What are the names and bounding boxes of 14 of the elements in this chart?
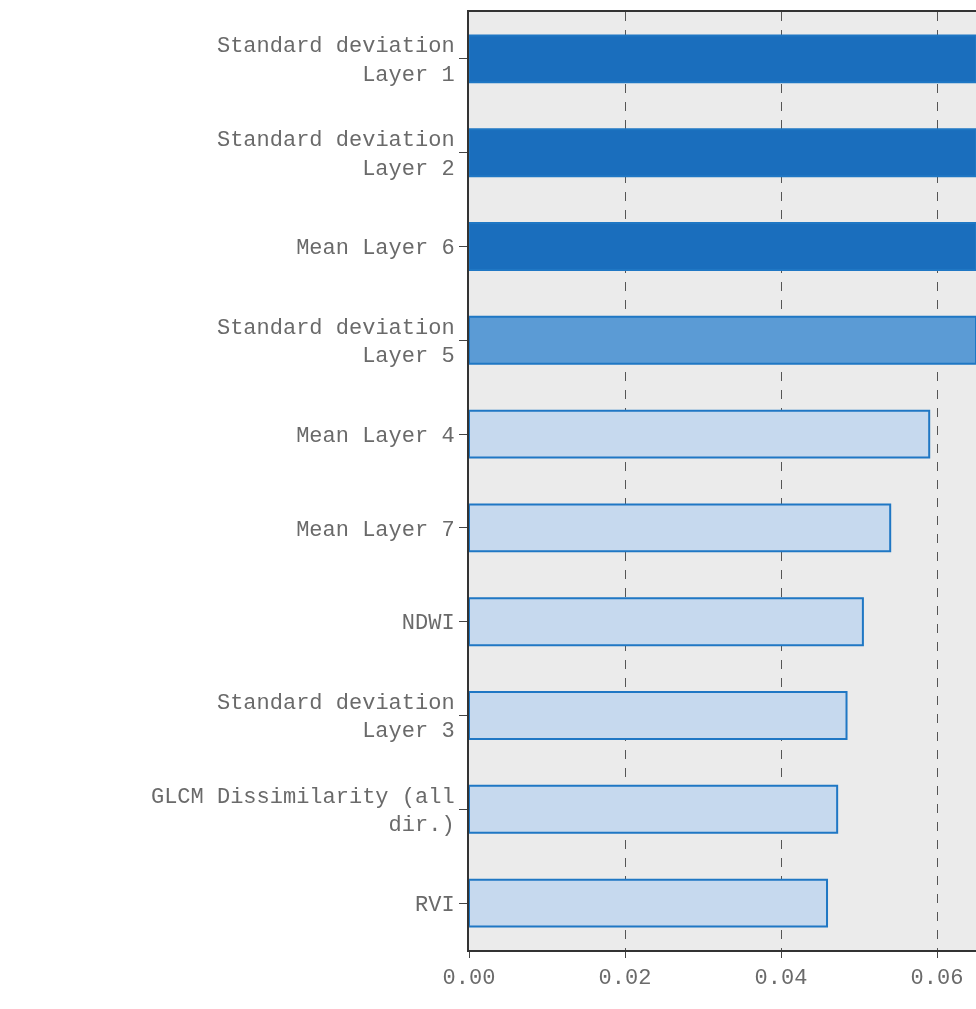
y-tick-label: Mean Layer 4 (296, 423, 455, 449)
y-tick-label: RVI (414, 892, 455, 918)
y-tick-label: Mean Layer 7 (296, 517, 455, 543)
y-tick-label: GLCM Dissimilarity (all dir.) (150, 784, 455, 839)
y-tick-label: Standard deviation Layer 5 (216, 315, 455, 370)
x-tick-label: 0.06 (910, 966, 964, 992)
y-tick-label: Mean Layer 6 (296, 236, 455, 262)
x-tick-label: 0.02 (598, 966, 652, 992)
y-tick-label: Standard deviation Layer 3 (216, 690, 455, 745)
y-tick-label: NDWI (401, 611, 455, 637)
x-tick-label: 0.00 (442, 966, 496, 992)
x-tick-label: 0.04 (754, 966, 808, 992)
y-tick-label: Standard deviation Layer 2 (216, 128, 455, 182)
y-tick-label: Standard deviation Layer 1 (216, 34, 455, 88)
